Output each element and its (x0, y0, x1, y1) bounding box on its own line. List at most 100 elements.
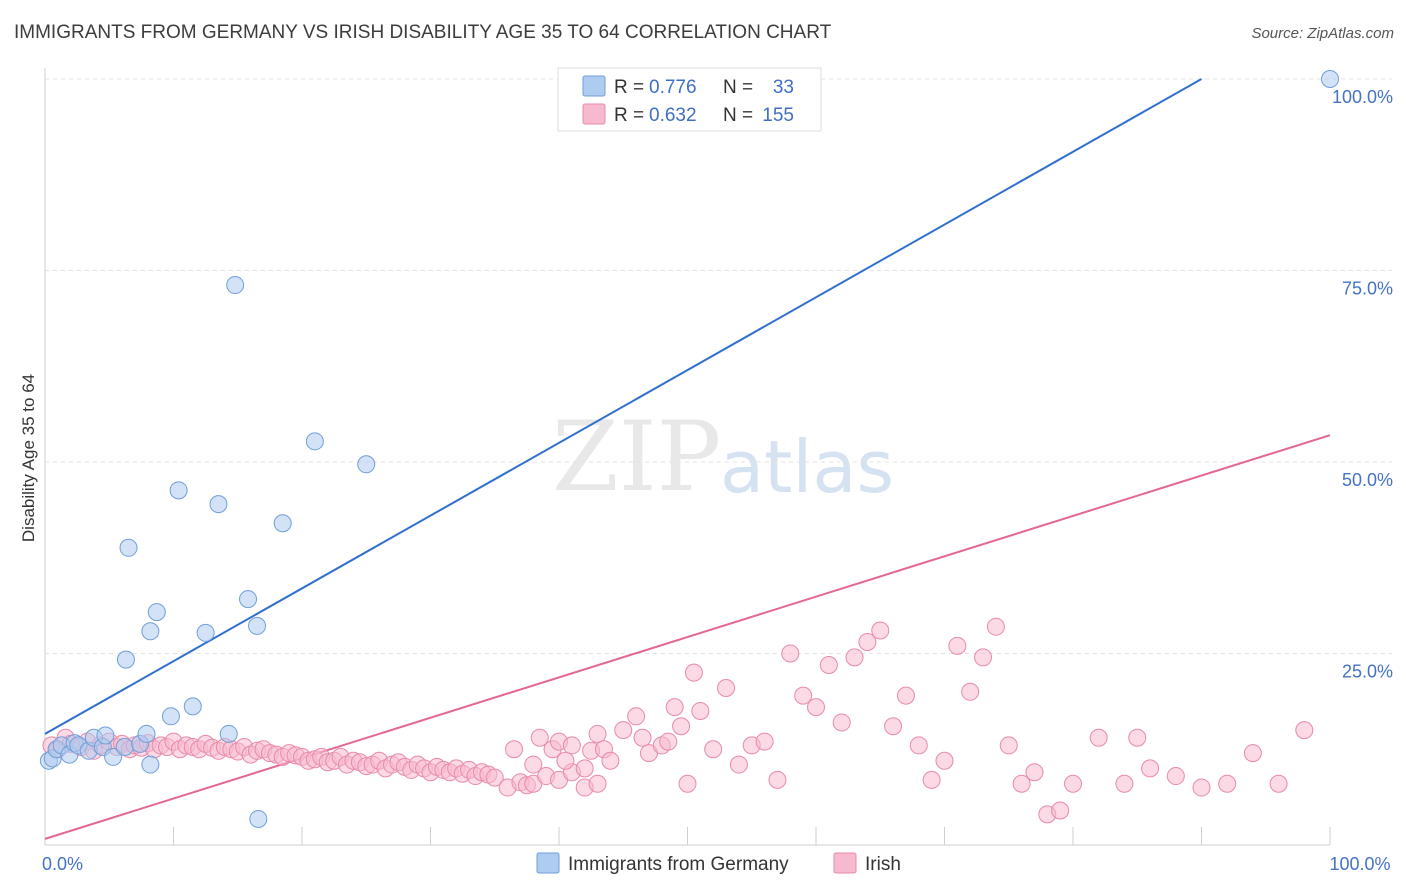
legend-n-value-irish: 155 (762, 105, 794, 126)
legend-r-value-germany: 0.776 (649, 77, 697, 98)
point-1-100 (691, 701, 710, 720)
legend-r-label: R = (614, 77, 644, 98)
point-1-121 (961, 682, 980, 701)
point-0-18 (147, 603, 166, 622)
point-1-129 (1064, 774, 1082, 793)
point-1-83 (556, 751, 575, 770)
point-1-98 (678, 774, 697, 793)
y-tick-label-0: 25.0% (1342, 662, 1393, 682)
point-1-128 (1051, 801, 1070, 820)
legend-n-label: N = (723, 77, 753, 98)
point-1-78 (505, 740, 524, 759)
point-1-111 (832, 713, 851, 732)
watermark-atlas: atlas (720, 425, 894, 509)
point-0-25 (219, 724, 238, 743)
point-1-115 (884, 717, 903, 736)
point-1-105 (755, 732, 774, 751)
y-tick-label-3: 100.0% (1332, 87, 1393, 107)
zipatlas-watermark: ZIP atlas (552, 401, 894, 513)
axes (44, 68, 1331, 846)
point-0-26 (226, 276, 245, 295)
chart-source: Source: ZipAtlas.com (1251, 25, 1394, 42)
point-0-30 (273, 514, 292, 533)
point-1-134 (1166, 767, 1185, 786)
trend-line-1 (44, 434, 1331, 840)
point-1-114 (871, 621, 890, 640)
point-1-135 (1192, 778, 1211, 797)
legend-r-value-irish: 0.632 (649, 105, 697, 126)
point-0-20 (161, 707, 180, 726)
point-1-102 (717, 678, 736, 697)
point-1-110 (819, 655, 838, 674)
legend-r-label-irish: R = (614, 105, 644, 126)
bottom-legend-label-irish: Irish (865, 854, 901, 875)
point-1-136 (1218, 774, 1237, 793)
tick-labels: 0.0% 100.0% 25.0% 50.0% 75.0% 100.0% (42, 87, 1393, 874)
point-1-85 (575, 759, 594, 778)
legend-n-label-irish: N = (723, 105, 753, 126)
point-1-106 (768, 770, 787, 789)
legend-swatch-irish (582, 103, 606, 125)
point-0-12 (115, 737, 134, 756)
point-0-28 (248, 616, 267, 635)
point-1-118 (922, 770, 941, 789)
point-1-117 (909, 736, 928, 755)
point-1-80 (530, 728, 549, 747)
point-0-14 (116, 650, 135, 669)
point-1-112 (845, 648, 864, 667)
point-1-79 (524, 755, 543, 774)
x-tick-label-1: 100.0% (1329, 854, 1390, 874)
point-1-96 (665, 698, 684, 717)
point-1-109 (807, 698, 825, 717)
point-0-27 (239, 590, 258, 609)
point-0-10 (96, 726, 115, 745)
bottom-legend-label-germany: Immigrants from Germany (568, 854, 789, 875)
y-axis-label: Disability Age 35 to 64 (19, 374, 38, 542)
point-1-99 (684, 663, 703, 682)
legend-n-value-germany: 33 (773, 77, 794, 98)
point-1-108 (794, 686, 813, 705)
y-tick-label-1: 50.0% (1342, 470, 1393, 490)
point-1-137 (1243, 744, 1262, 763)
scatter-points (39, 70, 1339, 828)
point-0-31 (305, 432, 324, 451)
trend-lines (44, 78, 1331, 840)
point-1-138 (1269, 774, 1288, 793)
point-0-29 (249, 809, 268, 828)
bottom-legend: Immigrants from Germany Irish (536, 852, 901, 875)
point-1-116 (896, 686, 915, 705)
point-1-92 (633, 728, 652, 747)
gridlines (45, 78, 1392, 654)
point-1-87 (588, 724, 607, 743)
point-1-126 (1025, 763, 1044, 782)
point-1-131 (1115, 774, 1134, 793)
point-1-133 (1141, 759, 1160, 778)
legend-box: R = 0.776 N = 33 R = 0.632 N = 155 (557, 67, 822, 132)
point-0-21 (169, 481, 188, 500)
point-0-23 (196, 623, 215, 642)
trend-line-0 (44, 78, 1202, 735)
point-1-101 (704, 740, 723, 759)
point-0-11 (104, 747, 123, 766)
point-1-123 (986, 617, 1005, 636)
point-1-122 (974, 648, 993, 667)
point-1-119 (935, 751, 954, 770)
watermark-zip: ZIP (552, 401, 721, 513)
legend-swatch-germany (582, 75, 606, 97)
point-1-90 (614, 721, 633, 740)
point-1-132 (1128, 728, 1147, 747)
point-1-130 (1089, 728, 1108, 747)
bottom-legend-swatch-irish (833, 852, 857, 874)
point-1-103 (729, 755, 748, 774)
point-1-89 (601, 751, 620, 770)
point-1-139 (1295, 721, 1314, 740)
point-1-124 (999, 736, 1018, 755)
point-1-84 (562, 736, 581, 755)
point-0-13 (119, 538, 138, 557)
point-1-125 (1012, 774, 1031, 793)
point-0-22 (183, 697, 202, 716)
point-0-17 (141, 755, 160, 774)
y-tick-label-2: 75.0% (1342, 279, 1393, 299)
point-0-33 (1321, 70, 1339, 88)
